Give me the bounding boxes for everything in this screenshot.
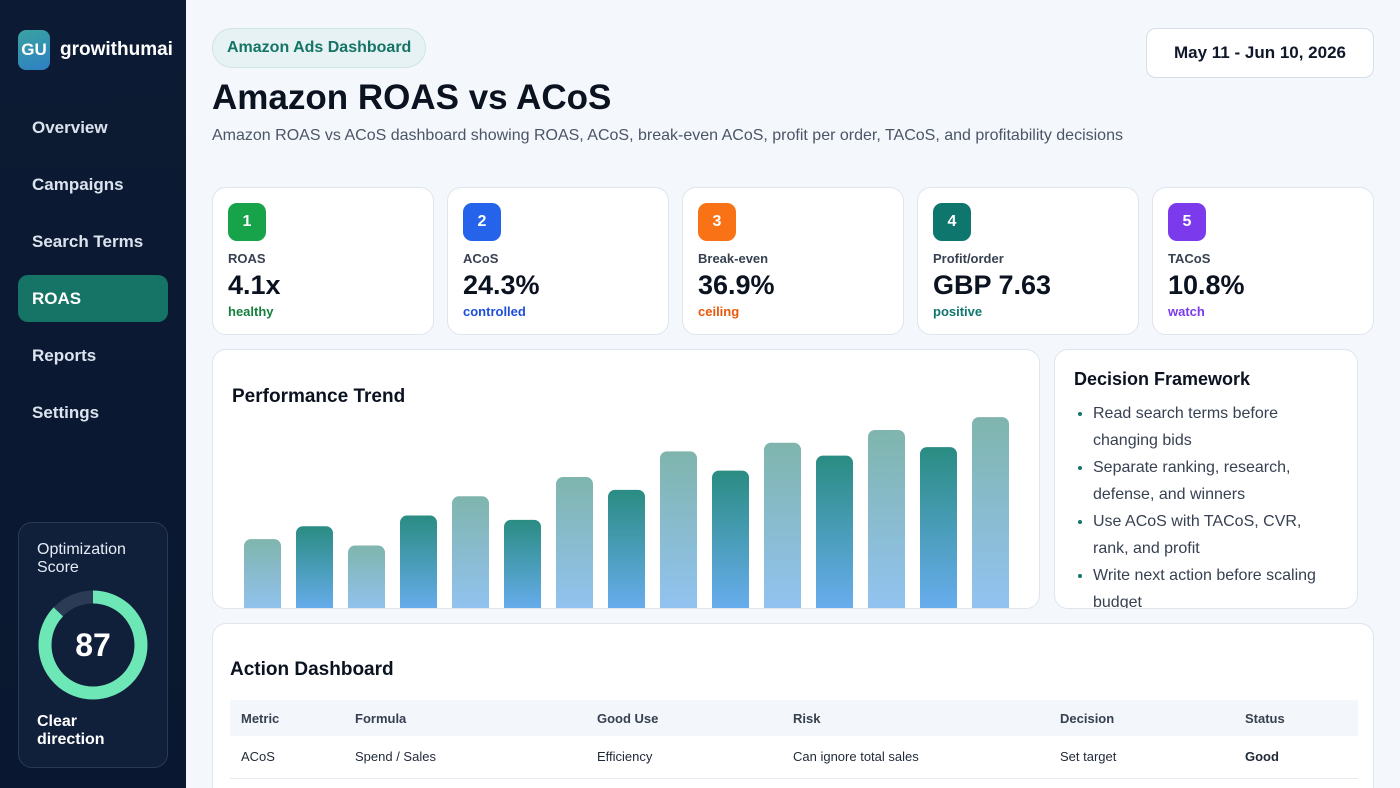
kpi-value: 10.8% <box>1168 270 1245 300</box>
sidebar-item-reports[interactable]: Reports <box>32 345 97 365</box>
action-title: Action Dashboard <box>230 659 394 680</box>
action-table: Metric Formula Good Use Risk Decision St… <box>230 700 1358 779</box>
kpi-card-roas: 1 ROAS 4.1x healthy <box>212 187 434 335</box>
brand-logo: GU <box>18 30 50 70</box>
sidebar-item-overview[interactable]: Overview <box>32 117 108 137</box>
column-header[interactable]: Decision <box>1049 700 1234 736</box>
trend-bar <box>504 519 541 608</box>
page-title: Amazon ROAS vs ACoS <box>212 78 612 117</box>
cell-good-use: Efficiency <box>586 736 782 779</box>
kpi-value: GBP 7.63 <box>933 270 1052 300</box>
kpi-status: ceiling <box>698 304 740 319</box>
kpi-cards: 1 ROAS 4.1x healthy 2 ACoS 24.3% control… <box>212 187 1374 335</box>
kpi-card-tacos: 5 TACoS 10.8% watch <box>1152 187 1374 335</box>
framework-item: Write next action before scaling budget <box>1093 562 1333 608</box>
kpi-number-badge: 2 <box>463 203 501 241</box>
framework-list: Read search terms before changing bids S… <box>1093 400 1333 608</box>
trend-bar <box>400 515 437 608</box>
sidebar-nav: Overview Campaigns Search Terms ROAS Rep… <box>18 104 168 446</box>
sidebar-item-settings[interactable]: Settings <box>32 402 100 422</box>
sidebar-item-campaigns[interactable]: Campaigns <box>32 174 124 194</box>
action-dashboard-card: Action Dashboard Metric Formula Good Use… <box>212 623 1374 788</box>
column-header[interactable]: Risk <box>782 700 1049 736</box>
framework-title: Decision Framework <box>1074 369 1251 389</box>
trend-bar <box>452 496 489 608</box>
sidebar: GU growithumai Overview Campaigns Search… <box>0 0 186 788</box>
kpi-value: 4.1x <box>228 270 281 300</box>
cell-decision: Set target <box>1049 736 1234 779</box>
performance-trend-card: Performance Trend <box>212 349 1040 609</box>
kpi-number-badge: 4 <box>933 203 971 241</box>
brand[interactable]: GU growithumai <box>18 30 173 70</box>
date-range-picker[interactable]: May 11 - Jun 10, 2026 <box>1146 28 1374 78</box>
kpi-status: controlled <box>463 304 526 319</box>
trend-bar <box>660 451 697 608</box>
score-gauge <box>38 590 148 700</box>
optimization-score-card: Optimization Score 87 Clear direction <box>18 522 168 768</box>
framework-item: Read search terms before changing bids <box>1093 400 1333 454</box>
gauge-fill <box>38 590 148 700</box>
table-row[interactable]: ACoS Spend / Sales Efficiency Can ignore… <box>230 736 1358 779</box>
column-header[interactable]: Metric <box>230 700 344 736</box>
trend-bar <box>764 442 801 608</box>
trend-bar <box>348 545 385 608</box>
trend-bar <box>244 539 281 608</box>
table-header-row: Metric Formula Good Use Risk Decision St… <box>230 700 1358 736</box>
score-footer: Clear direction <box>37 713 105 748</box>
cell-metric: ACoS <box>230 736 344 779</box>
trend-bar <box>556 477 593 608</box>
cell-risk: Can ignore total sales <box>782 736 1049 779</box>
trend-bar <box>920 447 957 608</box>
kpi-card-acos: 2 ACoS 24.3% controlled <box>447 187 669 335</box>
trend-bar <box>868 429 905 608</box>
kpi-status: healthy <box>228 304 274 319</box>
kpi-label: TACoS <box>1168 251 1211 266</box>
kpi-value: 36.9% <box>698 270 775 300</box>
trend-bar <box>972 417 1009 608</box>
kpi-value: 24.3% <box>463 270 540 300</box>
brand-name: growithumai <box>60 39 173 60</box>
sidebar-item-roas[interactable]: ROAS <box>18 275 168 322</box>
decision-framework-card: Decision Framework Read search terms bef… <box>1054 349 1358 609</box>
kpi-label: Profit/order <box>933 251 1004 266</box>
framework-item: Separate ranking, research, defense, and… <box>1093 454 1333 508</box>
page-subtitle: Amazon ROAS vs ACoS dashboard showing RO… <box>212 127 1123 144</box>
performance-trend-chart <box>244 417 1009 608</box>
trend-bar <box>296 526 333 608</box>
kpi-status: positive <box>933 304 983 319</box>
trend-bar <box>712 470 749 608</box>
dashboard-pill: Amazon Ads Dashboard <box>212 28 427 68</box>
trend-bar <box>608 489 645 608</box>
column-header[interactable]: Status <box>1234 700 1358 736</box>
score-value: 87 <box>75 626 111 663</box>
sidebar-item-search-terms[interactable]: Search Terms <box>32 231 144 251</box>
kpi-label: ACoS <box>463 251 499 266</box>
kpi-label: Break-even <box>698 251 769 266</box>
kpi-number-badge: 3 <box>698 203 736 241</box>
kpi-label: ROAS <box>228 251 266 266</box>
kpi-card-break-even: 3 Break-even 36.9% ceiling <box>682 187 904 335</box>
kpi-number-badge: 5 <box>1168 203 1206 241</box>
trend-title: Performance Trend <box>232 386 406 407</box>
cell-formula: Spend / Sales <box>344 736 586 779</box>
kpi-card-profit-per-order: 4 Profit/order GBP 7.63 positive <box>917 187 1139 335</box>
column-header[interactable]: Formula <box>344 700 586 736</box>
trend-bar <box>816 455 853 608</box>
cell-status: Good <box>1234 736 1358 779</box>
kpi-status: watch <box>1168 304 1205 319</box>
column-header[interactable]: Good Use <box>586 700 782 736</box>
framework-item: Use ACoS with TACoS, CVR, rank, and prof… <box>1093 508 1333 562</box>
kpi-number-badge: 1 <box>228 203 266 241</box>
score-title: Optimization Score <box>37 541 126 576</box>
